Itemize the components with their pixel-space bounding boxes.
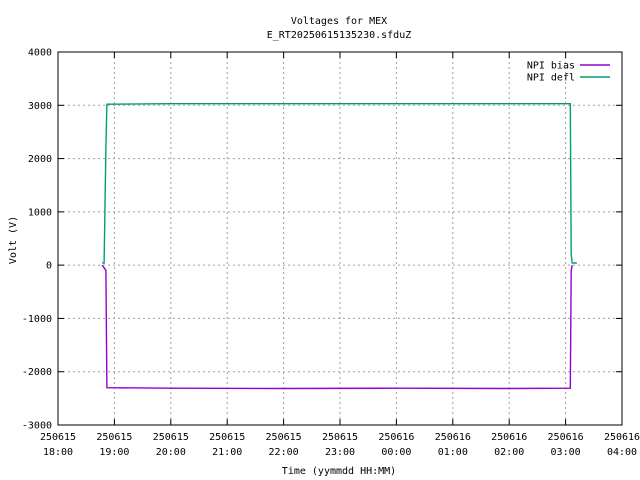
y-tick-label: 3000 (28, 101, 52, 112)
series-lines (101, 102, 577, 390)
x-tick-label-time: 21:00 (212, 447, 242, 458)
ticks: -3000 -2000 -1000 0 1000 2000 3000 4000 250615 18… (22, 48, 640, 459)
x-tick-label-time: 19:00 (99, 447, 129, 458)
x-tick-label-date: 250615 (96, 432, 132, 443)
x-tick-label-date: 250616 (378, 432, 414, 443)
series-line-npi-defl (102, 102, 577, 264)
y-tick-label: 1000 (28, 207, 52, 218)
y-tick-label: -1000 (22, 314, 52, 325)
chart-subtitle: E_RT20250615135230.sfduZ (267, 30, 412, 41)
x-tick-label-date: 250616 (548, 432, 584, 443)
x-tick-label-time: 22:00 (269, 447, 299, 458)
y-tick-label: 0 (46, 261, 52, 272)
y-tick-label: -3000 (22, 421, 52, 432)
x-tick-label-date: 250615 (209, 432, 245, 443)
chart-title: Voltages for MEX (291, 16, 387, 27)
x-tick-label-time: 00:00 (381, 447, 411, 458)
x-tick-label-time: 23:00 (325, 447, 355, 458)
x-tick-label-time: 20:00 (156, 447, 186, 458)
legend-label: NPI defl (527, 73, 575, 84)
x-tick-label-time: 01:00 (438, 447, 468, 458)
x-tick-label-time: 03:00 (551, 447, 581, 458)
x-tick-label-time: 18:00 (43, 447, 73, 458)
y-axis-label: Volt (V) (8, 216, 19, 264)
y-tick-label: 4000 (28, 48, 52, 59)
x-axis-label: Time (yymmdd HH:MM) (282, 466, 396, 477)
y-tick-label: -2000 (22, 367, 52, 378)
plot-frame (57, 51, 623, 426)
x-tick-label-date: 250616 (491, 432, 527, 443)
legend-label: NPI bias (527, 61, 575, 72)
grid (58, 52, 622, 425)
series-line-npi-bias (101, 264, 573, 390)
x-tick-label-date: 250615 (322, 432, 358, 443)
x-tick-label-time: 02:00 (494, 447, 524, 458)
x-tick-label-date: 250615 (266, 432, 302, 443)
y-tick-label: 2000 (28, 154, 52, 165)
x-tick-label-date: 250615 (153, 432, 189, 443)
x-tick-label-date: 250616 (604, 432, 640, 443)
x-tick-label-time: 04:00 (607, 447, 637, 458)
x-tick-label-date: 250616 (435, 432, 471, 443)
x-tick-label-date: 250615 (40, 432, 76, 443)
